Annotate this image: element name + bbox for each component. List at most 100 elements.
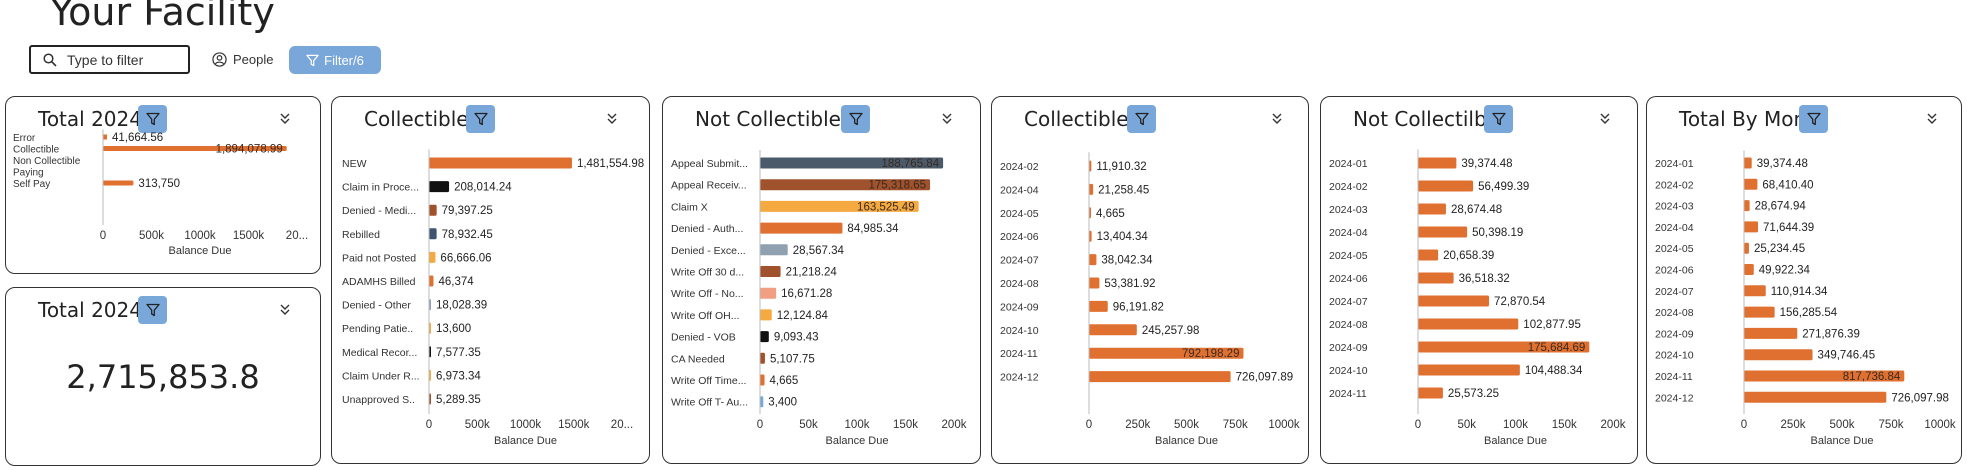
tick-label: 500k — [1830, 419, 1855, 431]
category-label: 2024-11 — [1000, 348, 1038, 360]
data-label: 110,914.34 — [1771, 286, 1828, 298]
collapse-chevron-icon[interactable] — [1598, 111, 1614, 127]
data-label: 71,644.39 — [1763, 222, 1814, 234]
axis-label: Balance Due — [169, 245, 232, 257]
bar — [1744, 370, 1905, 382]
people-button[interactable]: People — [212, 52, 273, 67]
category-label: Non Collectible — [13, 156, 81, 167]
bar-chart: 2024-01 39,374.48 2024-02 68,410.40 2024-03 2… — [1655, 150, 1956, 447]
card-filter-button[interactable] — [841, 105, 870, 133]
filter-label: Filter/6 — [324, 52, 364, 68]
bar — [1089, 183, 1094, 195]
funnel-icon — [145, 303, 160, 317]
data-label: 4,665 — [1096, 208, 1125, 220]
category-label: 2024-04 — [1655, 222, 1694, 234]
collapse-chevron-icon[interactable] — [940, 111, 956, 127]
card-filter-button[interactable] — [138, 296, 167, 324]
tick-label: 50k — [799, 419, 818, 431]
user-circle-icon — [212, 52, 227, 67]
tick-label: 1000k — [510, 419, 542, 431]
data-label: 4,665 — [770, 375, 799, 387]
collapse-chevron-icon[interactable] — [278, 111, 294, 127]
dashboard-card: Collectible 2024-02 11,910.32 2024-04 21,258… — [991, 96, 1309, 464]
dashboard-card: Not Collectible Appeal Submit... 188,765.8… — [662, 96, 981, 464]
data-label: 1,481,554.98 — [577, 158, 644, 170]
data-label: 66,666.06 — [440, 252, 491, 264]
search-filter-box[interactable] — [29, 45, 190, 74]
category-label: Denied - VOB — [671, 332, 736, 344]
category-label: 2024-01 — [1655, 158, 1694, 170]
data-label: 28,674.48 — [1451, 204, 1502, 216]
bar-chart: 2024-02 11,910.32 2024-04 21,258.45 2024-05 4… — [1000, 152, 1300, 447]
data-label: 188,765.84 — [882, 158, 940, 170]
card-filter-button[interactable] — [1799, 105, 1828, 133]
card-filter-button[interactable] — [1127, 105, 1156, 133]
tick-label: 100k — [845, 419, 870, 431]
axis-label: Balance Due — [494, 435, 557, 447]
category-label: Denied - Exce... — [671, 245, 746, 257]
category-label: Claim X — [671, 201, 708, 213]
data-label: 46,374 — [438, 276, 474, 288]
bar — [760, 244, 788, 256]
data-label: 349,746.45 — [1818, 350, 1876, 362]
tick-label: 0 — [426, 419, 432, 431]
category-label: Write Off OH... — [671, 310, 739, 322]
bar-chart: 2024-01 39,374.48 2024-02 56,499.39 2024-03 2… — [1329, 149, 1626, 447]
bar — [1089, 160, 1092, 172]
category-label: 2024-12 — [1655, 392, 1694, 404]
bar — [429, 275, 434, 287]
collapse-chevron-icon[interactable] — [278, 302, 294, 318]
search-input[interactable] — [65, 50, 179, 69]
tick-label: 1500k — [233, 230, 265, 242]
category-label: Self Pay — [13, 179, 50, 190]
data-label: 13,404.34 — [1097, 231, 1149, 243]
category-label: Appeal Receiv... — [671, 180, 747, 192]
bar — [1089, 254, 1097, 266]
category-label: 2024-04 — [1329, 227, 1368, 239]
card-filter-button[interactable] — [466, 105, 495, 133]
collapse-chevron-icon[interactable] — [605, 111, 621, 127]
category-label: 2024-07 — [1329, 296, 1368, 308]
category-label: 2024-02 — [1000, 161, 1039, 173]
card-filter-button[interactable] — [138, 105, 167, 133]
category-label: 2024-05 — [1329, 250, 1368, 262]
tick-label: 200k — [1601, 419, 1626, 431]
data-label: 39,374.48 — [1461, 158, 1512, 170]
category-label: 2024-08 — [1655, 307, 1694, 319]
axis-label: Balance Due — [826, 435, 889, 447]
data-label: 25,234.45 — [1754, 243, 1805, 255]
data-label: 36,518.32 — [1459, 273, 1510, 285]
bar — [1744, 306, 1775, 318]
axis-label: Balance Due — [1484, 435, 1547, 447]
page-title: Your Facility — [50, 0, 275, 34]
category-label: Denied - Medi... — [342, 205, 416, 217]
category-label: 2024-11 — [1329, 388, 1367, 400]
bar — [1089, 230, 1092, 242]
category-label: 2024-07 — [1000, 255, 1039, 267]
tick-label: 1000k — [1924, 419, 1956, 431]
bar — [1089, 371, 1231, 383]
card-title: Not Collectible — [695, 107, 841, 131]
category-label: 2024-01 — [1329, 158, 1368, 170]
bar — [1089, 347, 1244, 359]
dashboard-card: Total By Month 2024-01 39,374.48 2024-02 68,… — [1646, 96, 1962, 464]
category-label: 2024-05 — [1000, 208, 1039, 220]
data-label: 5,289.35 — [436, 394, 481, 406]
category-label: 2024-12 — [1000, 372, 1039, 384]
category-label: Collectible — [13, 145, 60, 156]
data-label: 68,410.40 — [1762, 179, 1813, 191]
filter-button[interactable]: Filter/6 — [289, 46, 381, 74]
collapse-chevron-icon[interactable] — [1925, 111, 1941, 127]
bar — [1744, 178, 1758, 190]
data-label: 72,870.54 — [1494, 296, 1546, 308]
category-label: 2024-09 — [1000, 301, 1039, 313]
card-title: Total 2024 — [38, 107, 142, 131]
card-filter-button[interactable] — [1484, 105, 1513, 133]
bar — [760, 222, 843, 234]
category-label: 2024-10 — [1000, 325, 1039, 337]
data-label: 271,876.39 — [1802, 328, 1860, 340]
collapse-chevron-icon[interactable] — [1270, 111, 1286, 127]
data-label: 56,499.39 — [1478, 181, 1529, 193]
data-label: 9,093.43 — [774, 332, 819, 344]
bar — [1418, 272, 1454, 284]
